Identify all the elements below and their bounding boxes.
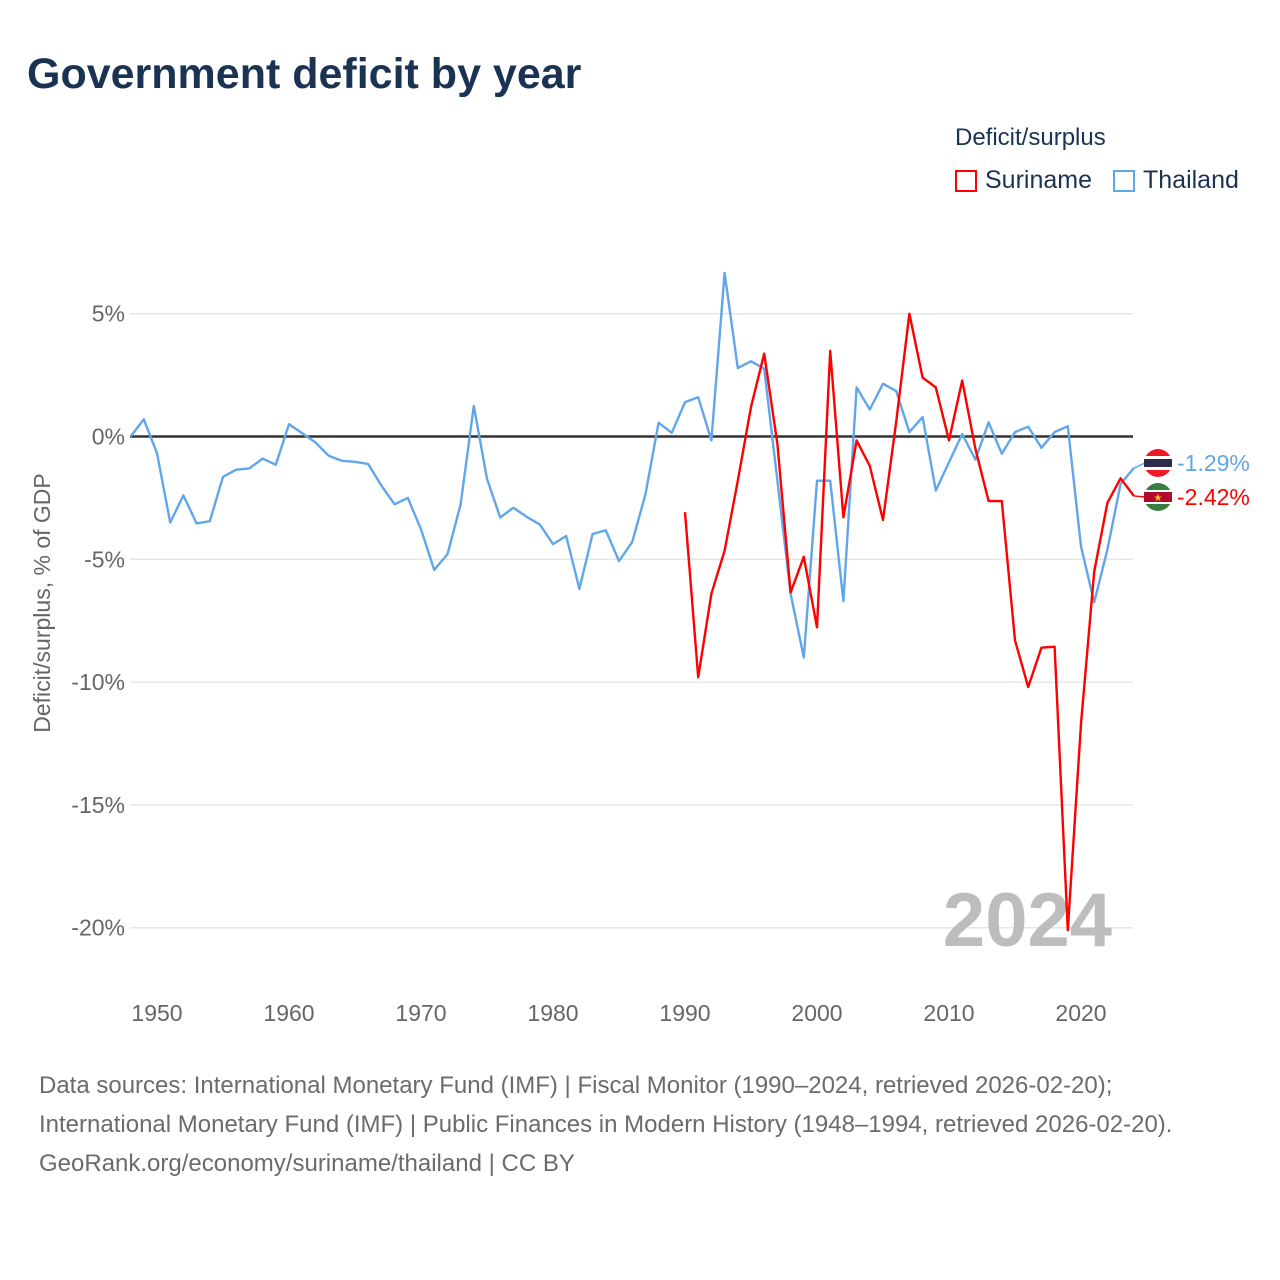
y-tick-label: -10%	[71, 669, 125, 695]
x-tick-label: 1980	[527, 1000, 578, 1026]
x-tick-label: 1970	[395, 1000, 446, 1026]
x-tick-label: 2010	[923, 1000, 974, 1026]
x-tick-label: 2020	[1055, 1000, 1106, 1026]
y-tick-label: -15%	[71, 792, 125, 818]
legend-item-thailand[interactable]: Thailand	[1113, 166, 1239, 195]
y-tick-label: 5%	[92, 301, 125, 327]
end-connector	[1133, 462, 1146, 469]
chart-area: 5% 0% -5% -10% -15% -20% 1950 1960 1970 1980 1990 2…	[29, 271, 1250, 1026]
end-label-suriname: -2.42%	[1177, 484, 1250, 510]
y-tick-label: 0%	[92, 424, 125, 450]
legend-swatch	[955, 169, 977, 192]
legend-title: Deficit/surplus	[955, 124, 1106, 151]
legend-swatch	[1113, 169, 1135, 192]
series-line-thailand	[129, 271, 1135, 659]
flag-stripe	[1144, 459, 1172, 467]
data-sources: Data sources: International Monetary Fun…	[39, 1072, 1173, 1138]
legend-label: Suriname	[985, 166, 1092, 194]
flag-star: ★	[1154, 493, 1163, 504]
chart-title: Government deficit by year	[27, 50, 582, 98]
credit-link[interactable]: GeoRank.org/economy/suriname/thailand | …	[39, 1150, 575, 1177]
x-tick-label: 1950	[131, 1000, 182, 1026]
end-connector	[1133, 495, 1146, 498]
end-label-thailand: -1.29%	[1177, 450, 1250, 476]
y-axis-title: Deficit/surplus, % of GDP	[29, 473, 55, 732]
legend-label: Thailand	[1143, 166, 1239, 194]
y-tick-label: -5%	[84, 546, 125, 572]
legend-item-suriname[interactable]: Suriname	[955, 166, 1092, 195]
y-tick-label: -20%	[71, 915, 125, 941]
year-watermark: 2024	[943, 878, 1112, 963]
x-tick-label: 1960	[263, 1000, 314, 1026]
footer: Data sources: International Monetary Fun…	[39, 1066, 1239, 1183]
x-tick-label: 1990	[659, 1000, 710, 1026]
flag-stripe	[1144, 492, 1172, 502]
x-tick-label: 2000	[791, 1000, 842, 1026]
series-line-suriname	[683, 312, 1135, 932]
